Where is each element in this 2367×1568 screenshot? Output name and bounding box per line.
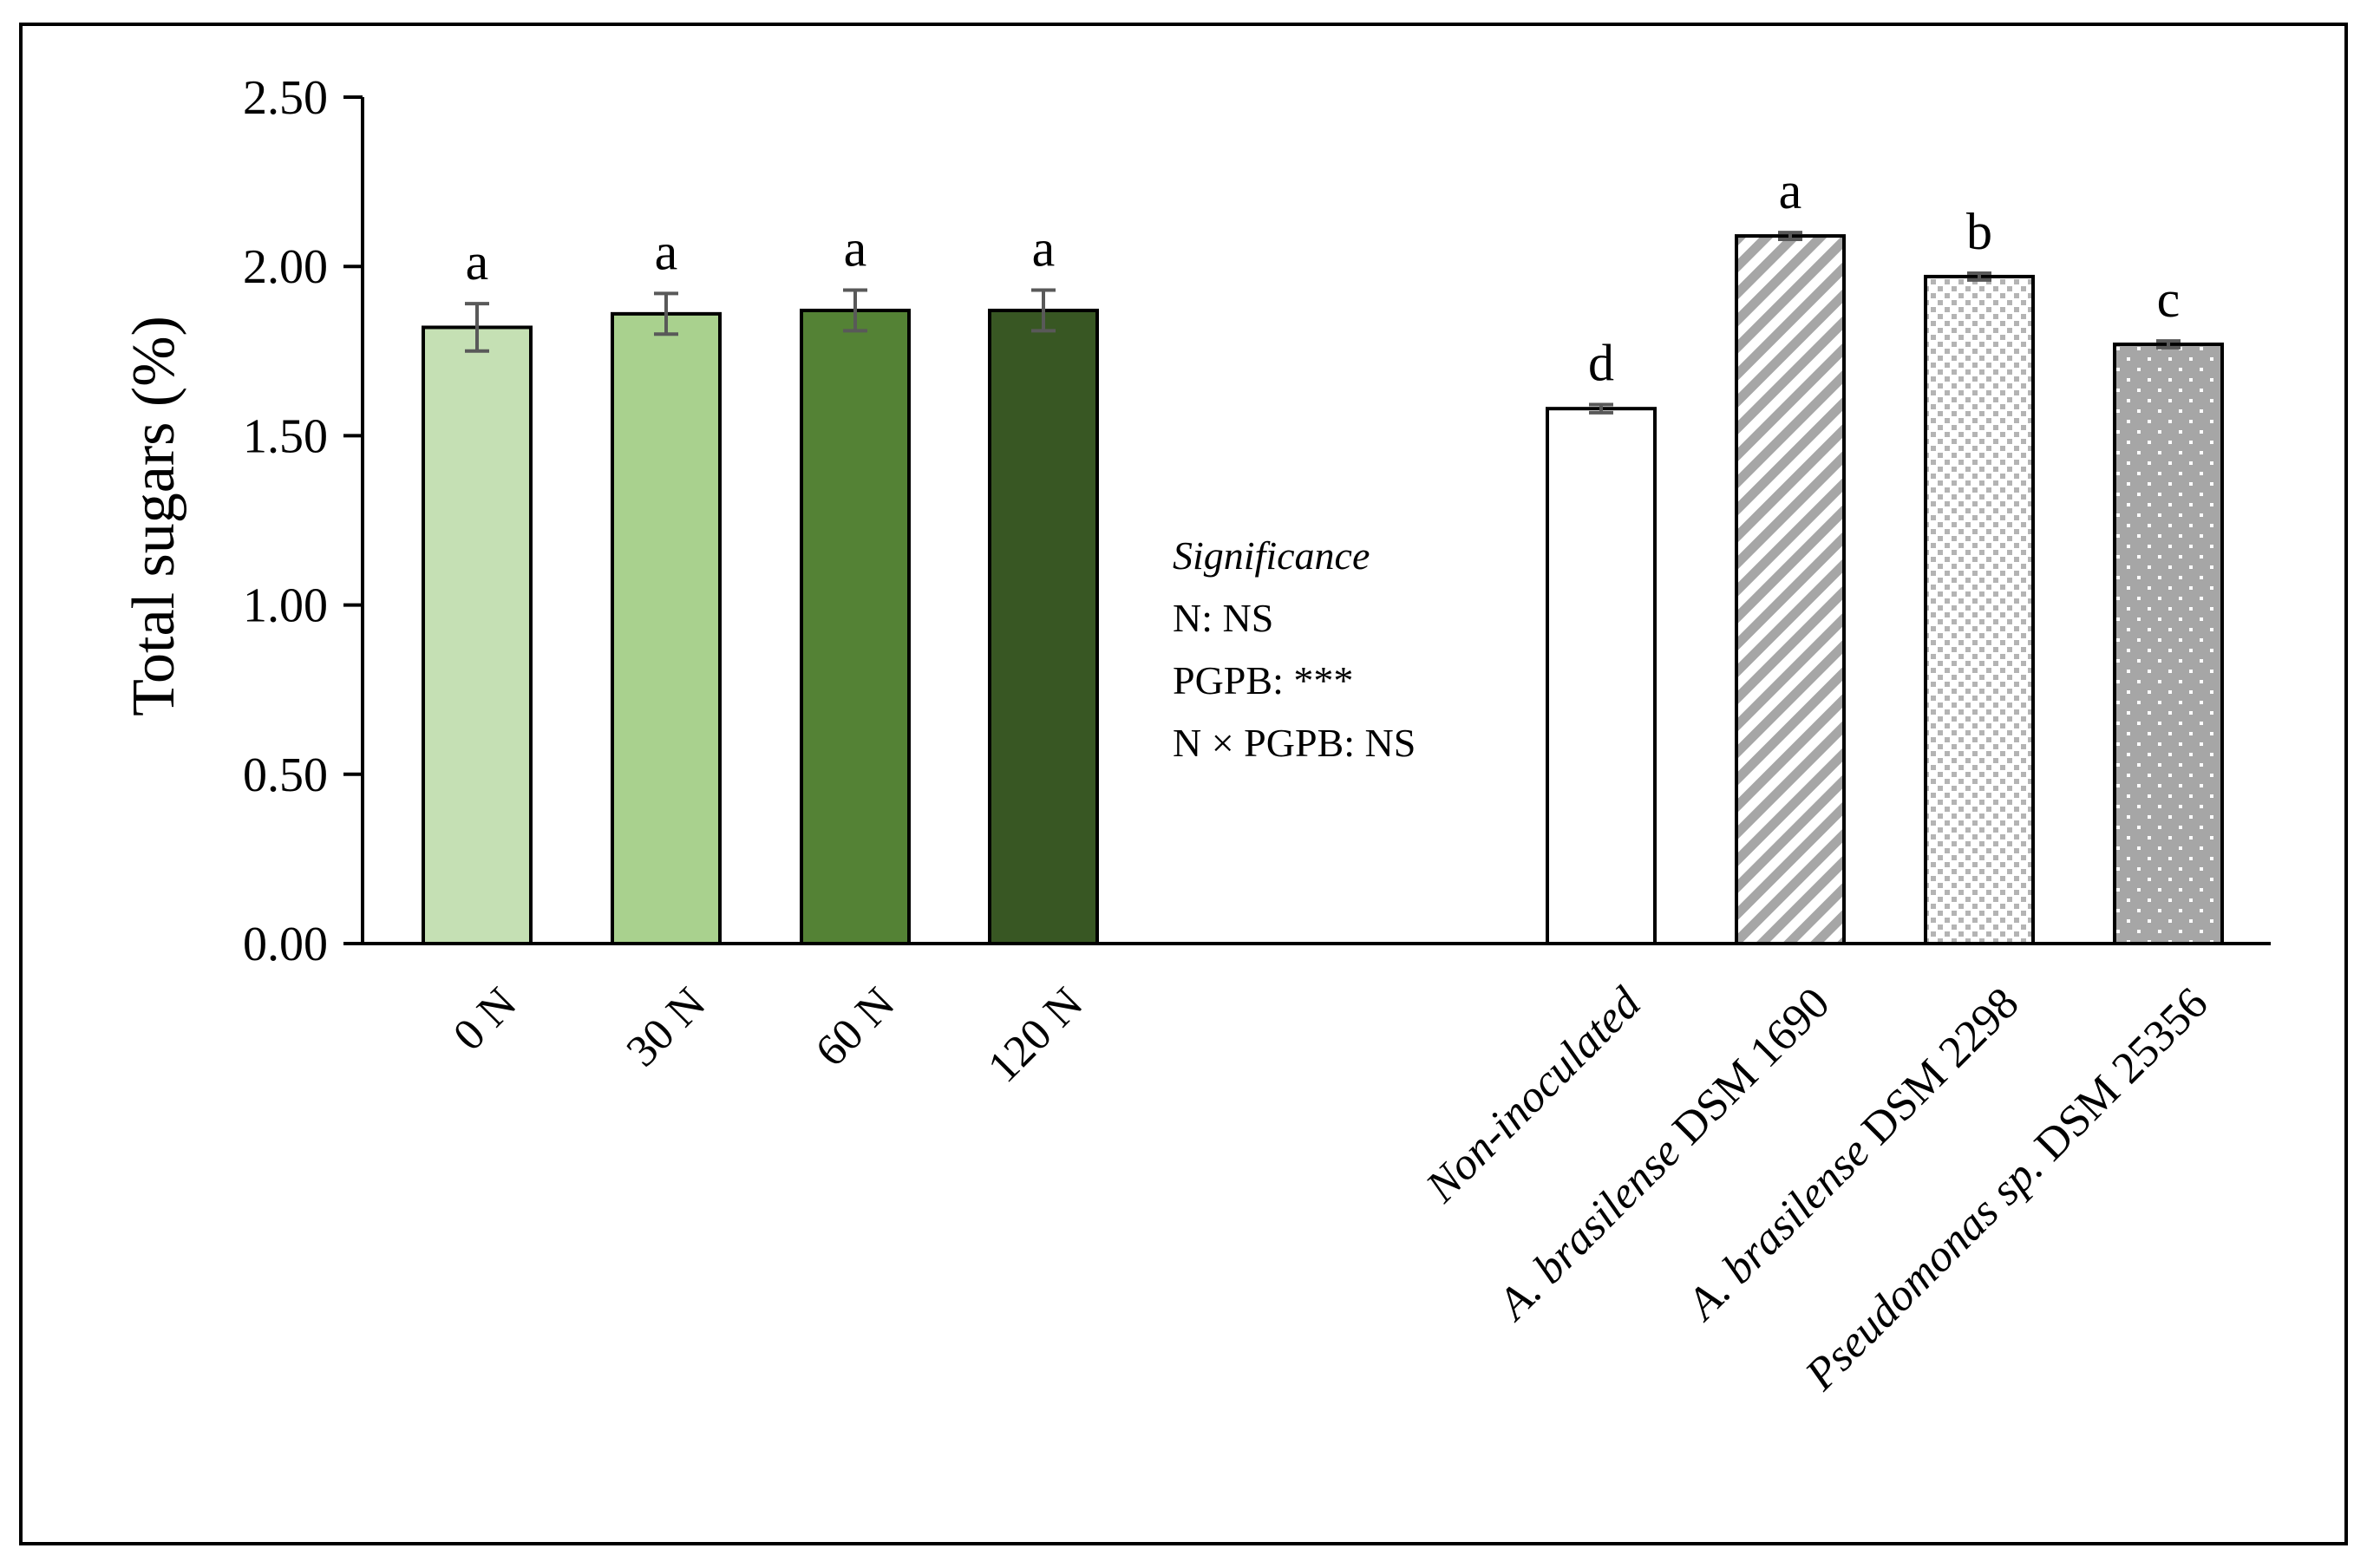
bar bbox=[422, 325, 533, 945]
bar bbox=[1546, 407, 1657, 945]
category-label-text: 60 N bbox=[807, 978, 905, 1076]
bar bbox=[800, 308, 911, 945]
error-bars bbox=[465, 231, 2181, 415]
category-label: 0 N bbox=[444, 978, 526, 1060]
figure-frame bbox=[19, 23, 2348, 1545]
significance-letter: a bbox=[466, 233, 489, 291]
bar bbox=[611, 311, 722, 945]
y-tick-label: 2.00 bbox=[243, 240, 328, 294]
significance-letter: a bbox=[1779, 162, 1802, 219]
significance-line-pgpb: PGPB: *** bbox=[1173, 658, 1353, 702]
significance-title: Significance bbox=[1173, 533, 1370, 578]
significance-line-n: N: NS bbox=[1173, 596, 1273, 640]
significance-line-interaction: N × PGPB: NS bbox=[1173, 721, 1416, 765]
significance-letter: a bbox=[655, 223, 678, 280]
category-label: 120 N bbox=[978, 978, 1092, 1092]
category-label-italic: A. brasilense bbox=[1676, 1127, 1879, 1330]
bars bbox=[422, 234, 2224, 945]
bar bbox=[1735, 234, 1846, 945]
bar bbox=[1924, 274, 2035, 945]
y-tick-label: 2.50 bbox=[243, 71, 328, 125]
y-tick-label: 1.50 bbox=[243, 409, 328, 463]
y-tick-label: 0.50 bbox=[243, 748, 328, 802]
significance-letters: a a a a d a b c bbox=[466, 162, 2181, 391]
category-label-text: DSM 25356 bbox=[2017, 978, 2217, 1178]
y-tick-label: 1.00 bbox=[243, 579, 328, 633]
category-label: A. brasilense DSM 2298 bbox=[1676, 978, 2028, 1330]
significance-letter: c bbox=[2157, 271, 2181, 328]
significance-letter: a bbox=[1032, 220, 1056, 278]
category-label-italic: A. brasilense bbox=[1487, 1127, 1690, 1330]
y-tick-label: 0.00 bbox=[243, 918, 328, 971]
category-label-text: DSM 1690 bbox=[1656, 978, 1840, 1162]
category-label-text: 0 N bbox=[444, 978, 526, 1060]
y-axis-title: Total sugars (%) bbox=[121, 316, 187, 716]
significance-letter: a bbox=[844, 220, 867, 278]
significance-letter: b bbox=[1966, 203, 1992, 260]
significance-letter: d bbox=[1588, 334, 1614, 391]
category-label-text: 120 N bbox=[978, 978, 1092, 1092]
category-label: 60 N bbox=[807, 978, 905, 1076]
category-label-text: 30 N bbox=[618, 978, 716, 1076]
category-label-text: DSM 2298 bbox=[1845, 978, 2029, 1162]
category-label: A. brasilense DSM 1690 bbox=[1487, 978, 1839, 1330]
bar bbox=[2113, 342, 2224, 945]
bar bbox=[988, 308, 1099, 945]
y-ticks: 0.00 0.50 1.00 1.50 2.00 2.50 bbox=[243, 71, 363, 971]
category-label: 30 N bbox=[618, 978, 716, 1076]
significance-box: Significance N: NS PGPB: *** N × PGPB: N… bbox=[1173, 533, 1416, 765]
category-label: Pseudomonas sp. DSM 25356 bbox=[1795, 978, 2217, 1400]
